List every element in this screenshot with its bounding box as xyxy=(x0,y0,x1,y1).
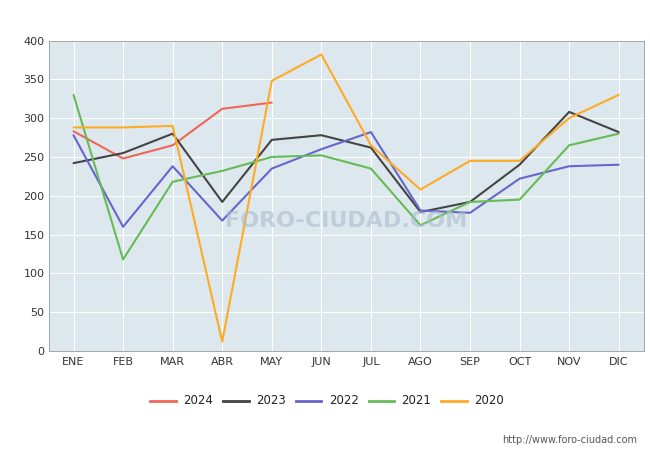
Text: 2022: 2022 xyxy=(329,394,359,407)
Text: FORO-CIUDAD.COM: FORO-CIUDAD.COM xyxy=(225,211,467,230)
Text: 2023: 2023 xyxy=(256,394,285,407)
Text: Matriculaciones de Vehiculos en Alcorcón: Matriculaciones de Vehiculos en Alcorcón xyxy=(159,11,491,26)
Text: 2021: 2021 xyxy=(402,394,432,407)
Text: 2024: 2024 xyxy=(183,394,213,407)
Text: 2020: 2020 xyxy=(474,394,504,407)
Text: http://www.foro-ciudad.com: http://www.foro-ciudad.com xyxy=(502,435,637,445)
